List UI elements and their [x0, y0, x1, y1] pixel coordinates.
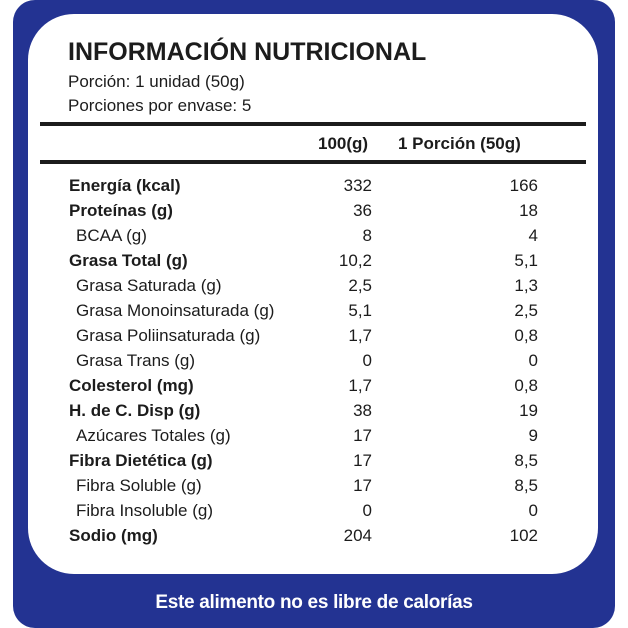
value-portion: 18: [519, 201, 538, 220]
nutrient-label: Colesterol (mg): [69, 376, 194, 395]
nutrient-label: Sodio (mg): [69, 526, 158, 545]
value-portion: 2,5: [514, 301, 538, 320]
servings-text: Porciones por envase: 5: [68, 96, 252, 115]
value-portion: 0: [528, 351, 538, 370]
top-divider: [40, 122, 586, 126]
value-100g: 38: [353, 401, 372, 420]
nutrient-table: Energía (kcal) 332 166 Proteínas (g) 36 …: [0, 174, 628, 549]
value-100g: 10,2: [338, 251, 372, 270]
value-100g: 0: [362, 501, 372, 520]
nutrient-label: Fibra Soluble (g): [76, 476, 202, 495]
calorie-disclaimer: Este alimento no es libre de calorías: [155, 592, 473, 613]
nutrient-label: Energía (kcal): [69, 176, 181, 195]
value-portion: 8,5: [514, 451, 538, 470]
value-portion: 102: [509, 526, 538, 545]
table-row: Grasa Monoinsaturada (g) 5,1 2,5: [0, 299, 628, 324]
value-portion: 5,1: [514, 251, 538, 270]
value-100g: 17: [353, 426, 372, 445]
table-row: Energía (kcal) 332 166: [0, 174, 628, 199]
table-row: Sodio (mg) 204 102: [0, 524, 628, 549]
table-row: Grasa Poliinsaturada (g) 1,7 0,8: [0, 324, 628, 349]
nutrient-label: Proteínas (g): [69, 201, 173, 220]
value-100g: 36: [353, 201, 372, 220]
panel-title: INFORMACIÓN NUTRICIONAL: [68, 38, 427, 66]
column-header-100g: 100(g): [318, 134, 369, 153]
table-row: Fibra Soluble (g) 17 8,5: [0, 474, 628, 499]
value-portion: 9: [528, 426, 538, 445]
table-row: Grasa Saturada (g) 2,5 1,3: [0, 274, 628, 299]
value-portion: 4: [528, 226, 538, 245]
value-portion: 19: [519, 401, 538, 420]
table-row: Grasa Total (g) 10,2 5,1: [0, 249, 628, 274]
header-divider: [40, 160, 586, 164]
value-100g: 17: [353, 451, 372, 470]
value-100g: 8: [362, 226, 372, 245]
value-portion: 1,3: [514, 276, 538, 295]
value-100g: 17: [353, 476, 372, 495]
table-row: Azúcares Totales (g) 17 9: [0, 424, 628, 449]
value-100g: 1,7: [348, 326, 372, 345]
table-row: Fibra Insoluble (g) 0 0: [0, 499, 628, 524]
nutrient-label: Grasa Monoinsaturada (g): [76, 301, 275, 320]
table-row: Fibra Dietética (g) 17 8,5: [0, 449, 628, 474]
table-row: Colesterol (mg) 1,7 0,8: [0, 374, 628, 399]
portion-text: Porción: 1 unidad (50g): [68, 72, 245, 91]
nutrient-label: Grasa Poliinsaturada (g): [76, 326, 261, 345]
value-portion: 8,5: [514, 476, 538, 495]
nutrient-label: Fibra Insoluble (g): [76, 501, 214, 520]
table-row: H. de C. Disp (g) 38 19: [0, 399, 628, 424]
value-100g: 2,5: [348, 276, 372, 295]
table-row: Proteínas (g) 36 18: [0, 199, 628, 224]
nutrient-label: Fibra Dietética (g): [69, 451, 213, 470]
value-100g: 332: [343, 176, 372, 195]
nutrient-label: H. de C. Disp (g): [69, 401, 201, 420]
value-100g: 0: [362, 351, 372, 370]
nutrient-label: Grasa Saturada (g): [76, 276, 222, 295]
nutrient-label: BCAA (g): [76, 226, 147, 245]
column-header-portion: 1 Porción (50g): [398, 134, 521, 153]
nutrient-label: Grasa Trans (g): [76, 351, 196, 370]
value-portion: 166: [509, 176, 538, 195]
value-portion: 0,8: [514, 326, 538, 345]
value-100g: 204: [343, 526, 372, 545]
value-100g: 5,1: [348, 301, 372, 320]
nutrient-label: Azúcares Totales (g): [76, 426, 231, 445]
nutrition-panel: [28, 14, 598, 574]
table-row: Grasa Trans (g) 0 0: [0, 349, 628, 374]
value-portion: 0,8: [514, 376, 538, 395]
value-portion: 0: [528, 501, 538, 520]
value-100g: 1,7: [348, 376, 372, 395]
nutrient-label: Grasa Total (g): [69, 251, 188, 270]
table-row: BCAA (g) 8 4: [0, 224, 628, 249]
